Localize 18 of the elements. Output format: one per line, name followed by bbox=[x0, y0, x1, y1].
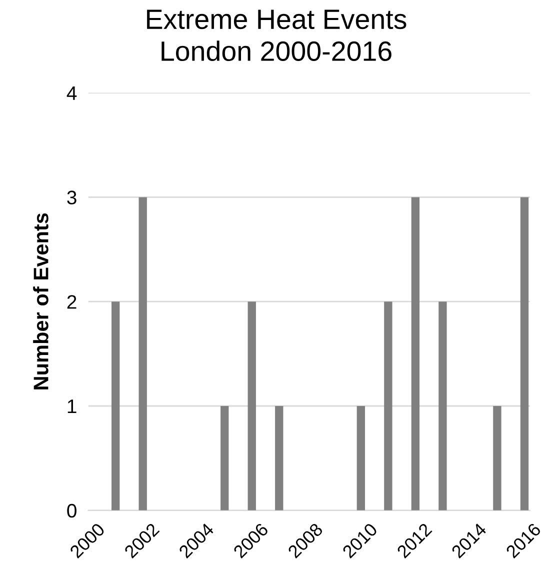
bar bbox=[520, 197, 529, 510]
y-tick-label: 4 bbox=[66, 86, 77, 100]
bar bbox=[356, 406, 365, 510]
bar bbox=[384, 302, 392, 510]
bar bbox=[248, 302, 256, 510]
y-tick-label: 0 bbox=[67, 504, 76, 518]
bar bbox=[275, 406, 284, 510]
bar bbox=[111, 302, 120, 510]
y-axis-title: Number of Events bbox=[33, 213, 48, 390]
y-tick-label: 1 bbox=[68, 400, 76, 414]
y-tick-label: 3 bbox=[67, 190, 76, 204]
bar bbox=[138, 197, 147, 510]
bar bbox=[438, 302, 447, 510]
bar bbox=[411, 197, 420, 510]
chart-title: Extreme Heat Events London 2000-2016 bbox=[147, 10, 406, 62]
bar bbox=[493, 406, 502, 510]
y-tick-label: 2 bbox=[67, 295, 76, 309]
bar bbox=[220, 406, 229, 510]
